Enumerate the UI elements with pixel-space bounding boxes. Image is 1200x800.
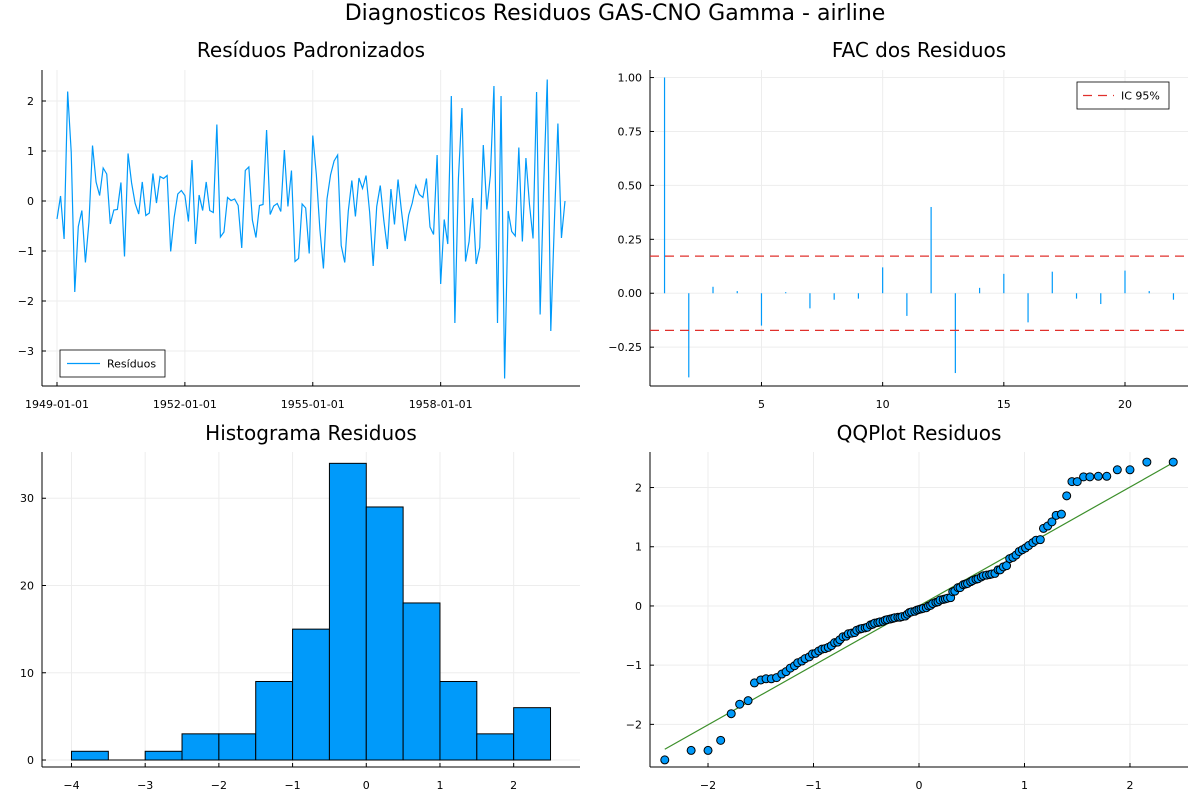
histogram-bar: [292, 628, 330, 761]
residuals-y-tick-label: 2: [27, 95, 34, 108]
histogram-bar: [439, 680, 478, 761]
residuals-line-panel: Resíduos Padronizados 2 1 0 −1 −2 −3 1949-01-0…: [18, 38, 580, 411]
histogram-bar: [365, 506, 404, 761]
acf-legend-box: [1076, 81, 1170, 110]
qqplot-point: [686, 745, 696, 755]
qqplot-y-tick-label: −1: [626, 659, 642, 672]
histogram-bar: [181, 733, 220, 761]
qqplot-x-tick-label: −1: [805, 779, 821, 792]
histogram-bar: [255, 680, 294, 761]
residuals-x-tick-label: 1952-01-01: [153, 398, 217, 411]
acf-y-tick-label: 1.00: [618, 72, 643, 85]
qqplot-point: [1085, 472, 1095, 482]
residuals-y-tick-label: −1: [18, 245, 34, 258]
figure-suptitle: Diagnosticos Residuos GAS-CNO Gamma - ai…: [345, 1, 886, 26]
residuals-y-tick-label: −2: [18, 295, 34, 308]
histogram-x-tick-label: 1: [436, 779, 443, 792]
qqplot-x-tick-label: −2: [700, 779, 716, 792]
histogram-bar: [144, 750, 183, 761]
acf-legend-label: IC 95%: [1121, 90, 1160, 103]
acf-y-tick-label: −0.25: [608, 341, 642, 354]
histogram-y-tick-label: 20: [20, 580, 34, 593]
histogram-bar: [218, 733, 257, 761]
qqplot-point: [660, 755, 670, 765]
residuals-series-line: [56, 79, 566, 379]
acf-y-tick-label: 0.75: [618, 125, 643, 138]
acf-panel: FAC dos Residuos 1.00 0.75 0.50 0.25 0.00 −0.…: [608, 38, 1188, 411]
histogram-y-tick-label: 0: [27, 754, 34, 767]
qqplot-y-tick-label: 2: [635, 482, 642, 495]
acf-x-tick-label: 10: [876, 398, 890, 411]
residuals-x-tick-label: 1955-01-01: [281, 398, 345, 411]
qqplot-point: [1056, 509, 1066, 519]
histogram-y-tick-label: 30: [20, 492, 34, 505]
qqplot-point: [1125, 465, 1135, 475]
acf-panel-title: FAC dos Residuos: [832, 38, 1006, 62]
qqplot-point: [1093, 471, 1103, 481]
qqplot-y-tick-label: −2: [626, 718, 642, 731]
residuals-y-tick-label: 1: [27, 145, 34, 158]
histogram-x-tick-label: −1: [284, 779, 300, 792]
qqplot-point: [735, 699, 745, 709]
histogram-x-tick-label: 2: [510, 779, 517, 792]
histogram-x-tick-label: −4: [63, 779, 79, 792]
residuals-y-tick-label: 0: [27, 195, 34, 208]
qqplot-point: [1102, 471, 1112, 481]
histogram-bar: [402, 602, 441, 761]
qqplot-point: [703, 745, 713, 755]
histogram-bar: [476, 733, 515, 761]
histogram-bar: [513, 707, 552, 761]
histogram-x-tick-label: 0: [363, 779, 370, 792]
histogram-panel-title: Histograma Residuos: [205, 421, 417, 445]
histogram-x-tick-label: −3: [137, 779, 153, 792]
qqplot-x-tick-label: 0: [916, 779, 923, 792]
acf-y-tick-label: 0.50: [618, 179, 643, 192]
qqplot-point: [716, 735, 726, 745]
qqplot-x-tick-label: 1: [1021, 779, 1028, 792]
acf-x-tick-label: 5: [758, 398, 765, 411]
histogram-y-tick-label: 10: [20, 667, 34, 680]
qqplot-panel: QQPlot Residuos 2 1 0 −1 −2 −2 −1 0 1 2: [626, 421, 1188, 792]
qqplot-point: [1035, 535, 1045, 545]
qqplot-point: [726, 709, 736, 719]
acf-x-tick-label: 20: [1118, 398, 1132, 411]
residuals-x-tick-label: 1949-01-01: [25, 398, 89, 411]
acf-y-tick-label: 0.25: [618, 233, 643, 246]
acf-y-tick-label: 0.00: [618, 287, 643, 300]
qqplot-point: [1142, 457, 1152, 467]
qqplot-point: [1168, 457, 1178, 467]
qqplot-y-tick-label: 1: [635, 541, 642, 554]
acf-x-tick-label: 15: [997, 398, 1011, 411]
qqplot-x-tick-label: 2: [1126, 779, 1133, 792]
residuals-y-tick-label: −3: [18, 345, 34, 358]
residuals-legend-label: Resíduos: [107, 358, 156, 371]
residuals-panel-title: Resíduos Padronizados: [197, 38, 425, 62]
histogram-x-tick-label: −2: [211, 779, 227, 792]
qqplot-point: [1047, 517, 1057, 527]
residuals-x-tick-label: 1958-01-01: [409, 398, 473, 411]
qqplot-point: [1072, 477, 1082, 487]
qqplot-y-tick-label: 0: [635, 600, 642, 613]
histogram-bar: [70, 750, 109, 761]
qqplot-point: [743, 696, 753, 706]
histogram-bar: [328, 462, 367, 761]
qqplot-panel-title: QQPlot Residuos: [837, 421, 1002, 445]
histogram-panel: Histograma Residuos 0 10 20 30 −4 −3 −2 −1 0 1 2: [20, 421, 580, 792]
qqplot-point: [1112, 465, 1122, 475]
qqplot-point: [1062, 491, 1072, 501]
